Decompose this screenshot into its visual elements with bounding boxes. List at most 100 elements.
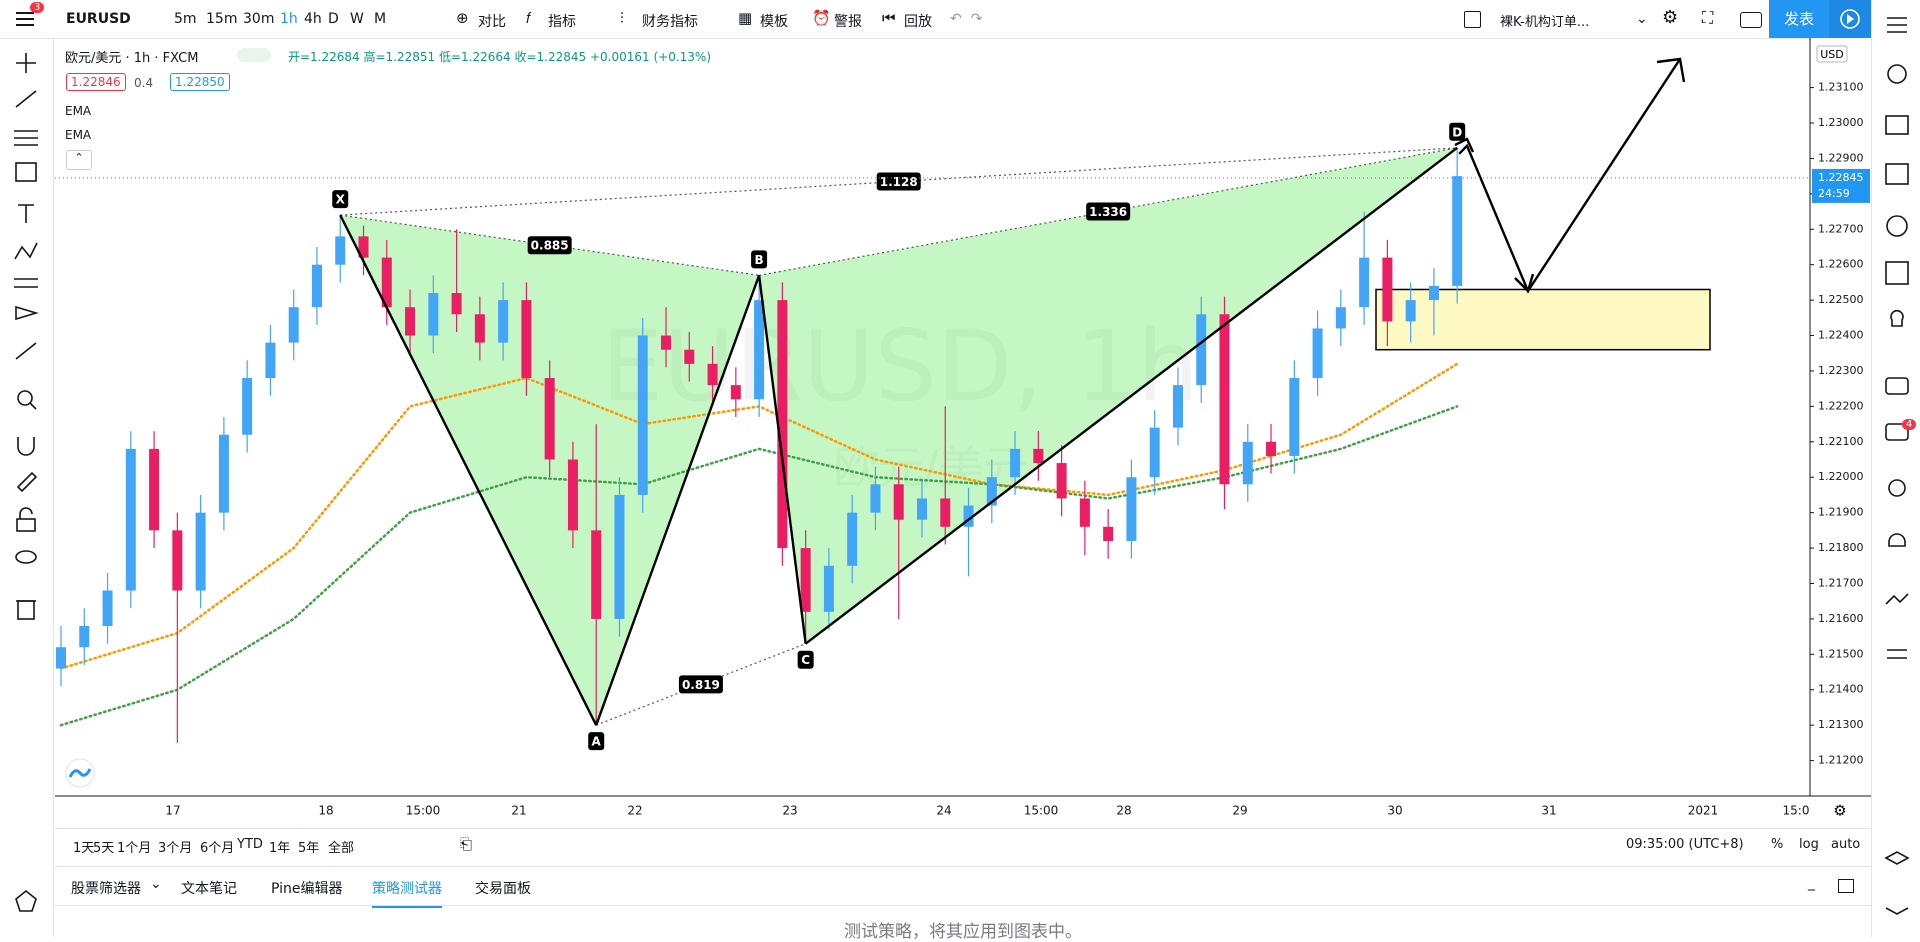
interval[interactable]: 15m — [206, 11, 238, 27]
range-button[interactable]: 6个月 — [200, 841, 235, 856]
interval[interactable]: D — [328, 11, 339, 27]
y-tick-label: 1.22300 — [1818, 364, 1864, 377]
scale-option[interactable]: % — [1771, 837, 1784, 852]
candle-body — [544, 378, 555, 460]
top-toolbar: 3 EURUSD 5m 15m 30m 1h 4h D W M ⊕ 对比 𝑓 指标 ⫶ 财务指标 ▦ 模板 ⏰… — [0, 0, 1920, 39]
y-tick-label: 1.21900 — [1818, 506, 1864, 519]
right-toolbar: 4 — [1871, 0, 1920, 937]
candle-body — [940, 498, 951, 527]
candle-body — [474, 314, 485, 343]
range-button[interactable]: 5年 — [298, 841, 320, 856]
range-button[interactable]: 全部 — [328, 841, 355, 856]
point-tag — [797, 650, 814, 669]
toolbar-button[interactable]: 回放 — [904, 14, 932, 30]
button-icon[interactable]: ⏮ — [882, 9, 896, 27]
point-tag — [1449, 122, 1466, 141]
ratio-label: 0.885 — [531, 239, 569, 253]
range-button[interactable]: 1天 — [73, 841, 95, 856]
minimize[interactable]: _ — [1808, 875, 1815, 891]
range-button[interactable]: YTD — [237, 837, 263, 852]
range-button[interactable]: 5天 — [93, 841, 115, 856]
candle-body — [614, 494, 625, 619]
button-icon[interactable]: ⏰ — [812, 9, 831, 27]
candle-body — [1126, 477, 1137, 541]
candle-body — [311, 264, 322, 308]
bid[interactable]: 1.22846 — [66, 73, 126, 91]
candle-body — [591, 530, 602, 619]
interval[interactable]: 5m — [174, 11, 197, 27]
x-tick-label: 29 — [1232, 804, 1247, 818]
indicator: EMA — [65, 128, 92, 142]
collapse-button[interactable]: ⌃ — [66, 150, 92, 170]
x-tick-label: 31 — [1541, 804, 1556, 818]
clock: 09:35:00 (UTC+8) — [1626, 837, 1744, 852]
candle-body — [102, 590, 113, 626]
toolbar-button[interactable]: 财务指标 — [642, 14, 698, 30]
menu-icon[interactable] — [14, 10, 38, 28]
right-tools[interactable] — [1872, 0, 1920, 937]
toolbar-button[interactable]: 指标 — [548, 14, 576, 30]
arrow-head — [1656, 57, 1686, 83]
interval[interactable]: 4h — [304, 11, 322, 27]
panel-tab[interactable]: 交易面板 — [475, 881, 531, 897]
play-button[interactable] — [1829, 0, 1871, 38]
button-icon[interactable]: ▦ — [738, 9, 753, 27]
panel-tab[interactable]: 股票筛选器 — [71, 881, 141, 897]
panel-tab[interactable]: 文本笔记 — [181, 881, 237, 897]
button-icon[interactable]: ⫶ — [620, 9, 624, 27]
scale-option[interactable]: auto — [1831, 837, 1861, 852]
ratio-label: 1.336 — [1089, 205, 1127, 219]
x-tick-label: 24 — [936, 804, 951, 818]
dropdown[interactable]: ⌄ — [1636, 11, 1648, 27]
publish-button[interactable]: 发表 — [1769, 0, 1829, 38]
toolbar-button[interactable]: 对比 — [478, 14, 506, 30]
undo-redo[interactable]: ↶ ↷ — [950, 11, 983, 27]
candle-body — [265, 342, 276, 379]
pattern-fill — [759, 147, 1458, 644]
arrow-head — [1454, 137, 1475, 153]
interval[interactable]: M — [374, 11, 387, 27]
snapshot[interactable] — [1740, 12, 1762, 28]
panel-tab[interactable]: 策略测试器 — [372, 878, 442, 908]
panel-tab[interactable]: Pine编辑器 — [271, 881, 343, 897]
ratio-tag — [527, 236, 572, 255]
layout-name[interactable]: 裸K-机构订单... — [1500, 15, 1590, 30]
toolbar-button[interactable]: 模板 — [760, 14, 788, 30]
button-icon[interactable]: 𝑓 — [526, 9, 531, 27]
range-button[interactable]: 1个月 — [117, 841, 152, 856]
symbol[interactable]: EURUSD — [66, 11, 131, 27]
point-label: A — [592, 735, 602, 749]
interval[interactable]: 30m — [243, 11, 275, 27]
range-button[interactable]: 3个月 — [158, 841, 193, 856]
indicator: EMA — [65, 104, 92, 118]
candle-body — [79, 625, 90, 648]
candle-body — [1056, 463, 1067, 499]
drawing-toolbar — [0, 39, 54, 937]
scale-option[interactable]: log — [1799, 837, 1819, 852]
fullscreen[interactable]: ⛶ — [1702, 8, 1714, 27]
spread: 0.4 — [134, 76, 154, 90]
toolbar-button[interactable]: 警报 — [834, 14, 862, 30]
y-tick-label: 1.22000 — [1818, 470, 1864, 483]
candle-body — [1428, 285, 1439, 301]
menu-badge: 3 — [30, 2, 45, 13]
ratio-tag — [678, 675, 723, 694]
maximize[interactable] — [1838, 879, 1854, 893]
candle-body — [916, 498, 927, 520]
ratio-tag — [1086, 202, 1131, 221]
compare-icon[interactable]: ⎗ — [460, 835, 473, 853]
pattern-leg — [804, 146, 1458, 645]
tab-dropdown[interactable]: ⌄ — [150, 876, 162, 892]
interval[interactable]: W — [350, 11, 364, 27]
range-button[interactable]: 1年 — [269, 841, 291, 856]
y-tick-label: 1.21200 — [1818, 754, 1864, 767]
ask[interactable]: 1.22850 — [170, 73, 230, 91]
drawing-tools[interactable] — [0, 39, 53, 937]
checkbox[interactable] — [1464, 11, 1481, 28]
point-label: D — [1452, 125, 1462, 139]
x-tick-label: 2021 — [1688, 804, 1719, 818]
interval[interactable]: 1h — [280, 11, 298, 27]
button-icon[interactable]: ⊕ — [456, 9, 469, 27]
settings[interactable]: ⚙ — [1662, 7, 1679, 28]
y-tick-label: 1.21300 — [1818, 718, 1864, 731]
